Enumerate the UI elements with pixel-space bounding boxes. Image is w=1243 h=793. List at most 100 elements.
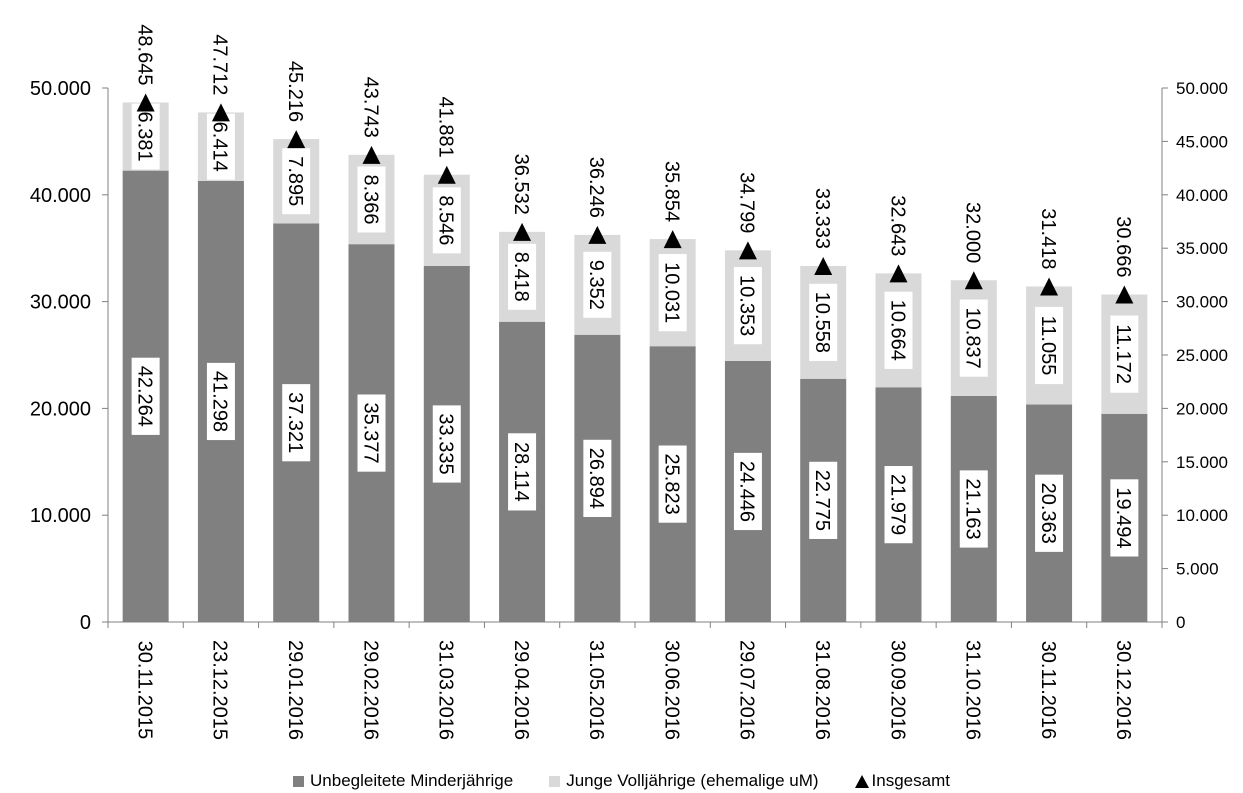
data-label-adults: 10.558	[811, 292, 833, 353]
data-label-minors-box	[583, 439, 612, 517]
data-label-minors-box	[508, 433, 537, 511]
y-left-tick-label: 20.000	[30, 398, 91, 420]
data-label-minors: 35.377	[359, 403, 381, 464]
total-marker	[513, 222, 532, 241]
y-right-tick-label: 0	[1176, 613, 1185, 632]
data-label-adults: 11.172	[1112, 324, 1134, 384]
data-label-minors-box	[959, 470, 988, 548]
x-tick-label-group: 31.03.2016	[435, 640, 457, 740]
data-label-minors: 24.446	[736, 461, 758, 522]
data-label-minors-group: 19.494	[1110, 479, 1139, 557]
data-label-total-group: 32.643	[886, 195, 908, 256]
x-tick-label: 31.08.2016	[811, 640, 833, 740]
data-label-minors: 42.264	[133, 366, 155, 427]
x-tick-label-group: 31.05.2016	[585, 640, 607, 740]
y-left-tick-label: 30.000	[30, 292, 91, 314]
y-right-tick-label: 10.000	[1176, 506, 1228, 525]
data-label-total-group: 43.743	[359, 77, 381, 138]
data-label-minors-box	[282, 384, 311, 462]
x-tick-label-group: 30.06.2016	[660, 640, 682, 740]
data-label-minors: 41.298	[209, 371, 231, 432]
data-label-adults: 10.664	[886, 300, 908, 361]
data-label-minors-group: 24.446	[733, 452, 762, 531]
data-label-minors-box	[733, 452, 762, 531]
x-tick-label-group: 29.01.2016	[284, 640, 306, 740]
data-label-minors-box	[884, 466, 913, 544]
data-label-minors-group: 41.298	[206, 362, 235, 441]
x-tick-label-group: 31.08.2016	[811, 640, 833, 740]
x-tick-label: 23.12.2015	[209, 640, 231, 740]
y-right-tick-label: 15.000	[1176, 453, 1228, 472]
data-label-adults-box	[131, 103, 160, 170]
total-marker	[211, 103, 230, 122]
x-tick-label: 29.02.2016	[359, 640, 381, 740]
data-label-adults-box	[357, 166, 386, 233]
data-label-total: 48.645	[133, 24, 155, 85]
data-label-total: 34.799	[736, 172, 758, 233]
x-tick-label: 31.03.2016	[435, 640, 457, 740]
data-label-total-group: 33.333	[811, 188, 833, 249]
data-label-adults-box	[884, 291, 913, 369]
data-label-total-group: 34.799	[736, 172, 758, 233]
data-label-adults-group: 7.895	[282, 148, 311, 215]
y-right-tick-label: 20.000	[1176, 399, 1228, 418]
data-label-adults-box	[282, 148, 311, 215]
legend-item-total: Insgesamt	[854, 771, 950, 791]
data-label-adults-group: 10.664	[884, 291, 913, 369]
x-tick-label-group: 30.09.2016	[886, 640, 908, 740]
data-label-minors-group: 20.363	[1035, 474, 1064, 552]
data-label-total: 30.666	[1112, 216, 1134, 277]
data-label-minors: 21.163	[962, 478, 984, 539]
legend-label-adults: Junge Volljährige (ehemalige uM)	[566, 771, 819, 790]
x-tick-label-group: 29.04.2016	[510, 640, 532, 740]
data-label-adults-group: 8.546	[432, 187, 461, 254]
x-tick-label: 30.11.2016	[1037, 641, 1059, 740]
data-label-total-group: 36.246	[585, 157, 607, 218]
data-label-total-group: 41.881	[435, 97, 457, 158]
data-label-adults-box	[1110, 315, 1139, 393]
data-label-adults-box	[733, 267, 762, 345]
data-label-minors: 19.494	[1112, 487, 1134, 548]
data-label-adults-group: 8.418	[508, 243, 537, 310]
x-tick-label-group: 30.11.2016	[1037, 641, 1059, 740]
x-tick-label: 29.01.2016	[284, 640, 306, 740]
x-tick-label-group: 31.10.2016	[962, 640, 984, 740]
data-label-minors: 25.823	[660, 454, 682, 515]
data-label-minors-box	[658, 445, 687, 523]
data-label-total-group: 45.216	[284, 61, 306, 122]
data-label-minors-group: 28.114	[508, 433, 537, 511]
data-label-minors-group: 21.163	[959, 470, 988, 548]
data-label-total: 35.854	[660, 161, 682, 222]
data-label-total: 31.418	[1037, 208, 1059, 269]
data-label-total-group: 48.645	[133, 24, 155, 85]
data-label-minors-group: 33.335	[432, 405, 461, 483]
data-label-minors-group: 22.775	[809, 461, 838, 539]
data-label-adults-box	[583, 251, 612, 318]
y-right-tick-label: 30.000	[1176, 293, 1228, 312]
data-label-total-group: 36.532	[510, 154, 532, 215]
data-label-adults-group: 6.414	[206, 113, 235, 180]
x-tick-label: 30.11.2015	[133, 641, 155, 740]
data-label-total: 45.216	[284, 61, 306, 122]
data-label-minors: 37.321	[284, 392, 306, 453]
data-label-adults-box	[809, 283, 838, 361]
data-label-minors-group: 42.264	[131, 357, 160, 435]
data-label-adults-box	[508, 243, 537, 310]
x-tick-label: 31.10.2016	[962, 640, 984, 740]
y-left-tick-label: 50.000	[30, 78, 91, 100]
legend: Unbegleitete Minderjährige Junge Volljäh…	[0, 770, 1243, 792]
data-label-adults: 11.055	[1037, 316, 1059, 376]
data-label-minors: 21.979	[886, 474, 908, 535]
total-marker	[889, 264, 908, 283]
data-label-adults-group: 8.366	[357, 166, 386, 233]
x-tick-label-group: 30.12.2016	[1112, 640, 1134, 740]
legend-triangle-icon	[854, 774, 869, 788]
data-label-adults-group: 9.352	[583, 251, 612, 318]
data-label-minors-group: 35.377	[357, 394, 386, 472]
data-label-adults-box	[1035, 306, 1064, 385]
total-marker	[437, 165, 456, 184]
data-label-adults: 10.353	[736, 275, 758, 336]
data-label-minors-box	[809, 461, 838, 539]
data-label-adults: 10.031	[660, 262, 682, 323]
y-left-tick-label: 40.000	[30, 185, 91, 207]
